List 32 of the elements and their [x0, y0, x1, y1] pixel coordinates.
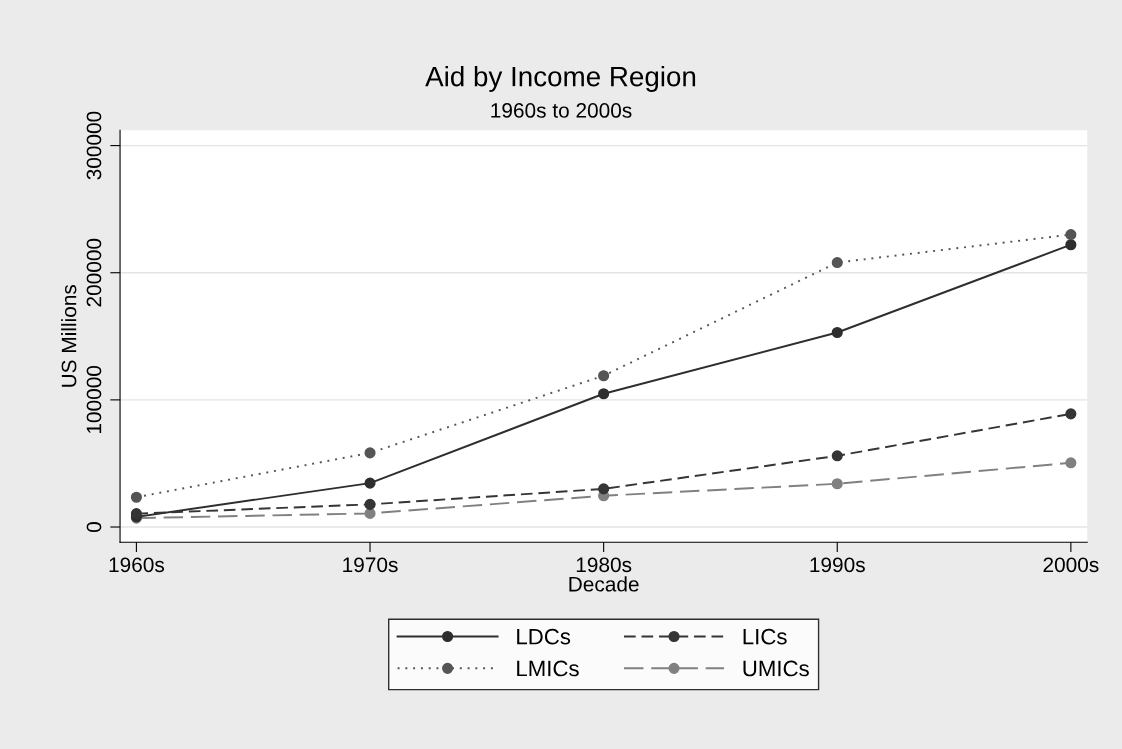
- x-tick-label: 1970s: [343, 557, 398, 573]
- x-tick-label: 1990s: [810, 557, 865, 573]
- point: [364, 477, 376, 489]
- point: [364, 447, 376, 459]
- point: [1065, 229, 1077, 241]
- y-tick-label: 300000: [86, 111, 102, 180]
- chart-title: Aid by Income Region: [425, 66, 696, 92]
- x-tick-label: 2000s: [1043, 557, 1099, 573]
- point: [831, 257, 843, 269]
- point: [598, 388, 610, 400]
- x-axis-title: Decade: [569, 576, 639, 592]
- chart-subtitle: 1960s to 2000s: [491, 103, 632, 118]
- legend-label: UMICs: [743, 660, 809, 677]
- y-tick-label: 200000: [86, 238, 102, 307]
- point: [1065, 457, 1077, 469]
- point: [831, 478, 843, 490]
- legend-label: LICs: [743, 628, 787, 645]
- y-axis-title: US Millions: [61, 284, 77, 387]
- legend-label: LMICs: [517, 660, 579, 677]
- point: [1065, 408, 1077, 420]
- point: [598, 483, 610, 495]
- point: [831, 450, 843, 462]
- point: [1065, 239, 1077, 251]
- point: [598, 370, 610, 382]
- x-tick-label: 1960s: [109, 557, 165, 573]
- legend-label: LDCs: [517, 628, 571, 645]
- y-tick-label: 100000: [86, 365, 102, 434]
- point: [831, 326, 843, 339]
- point: [130, 491, 142, 503]
- point: [364, 498, 376, 510]
- y-tick-label: 0: [86, 522, 102, 532]
- x-tick-label: 1980s: [576, 557, 632, 573]
